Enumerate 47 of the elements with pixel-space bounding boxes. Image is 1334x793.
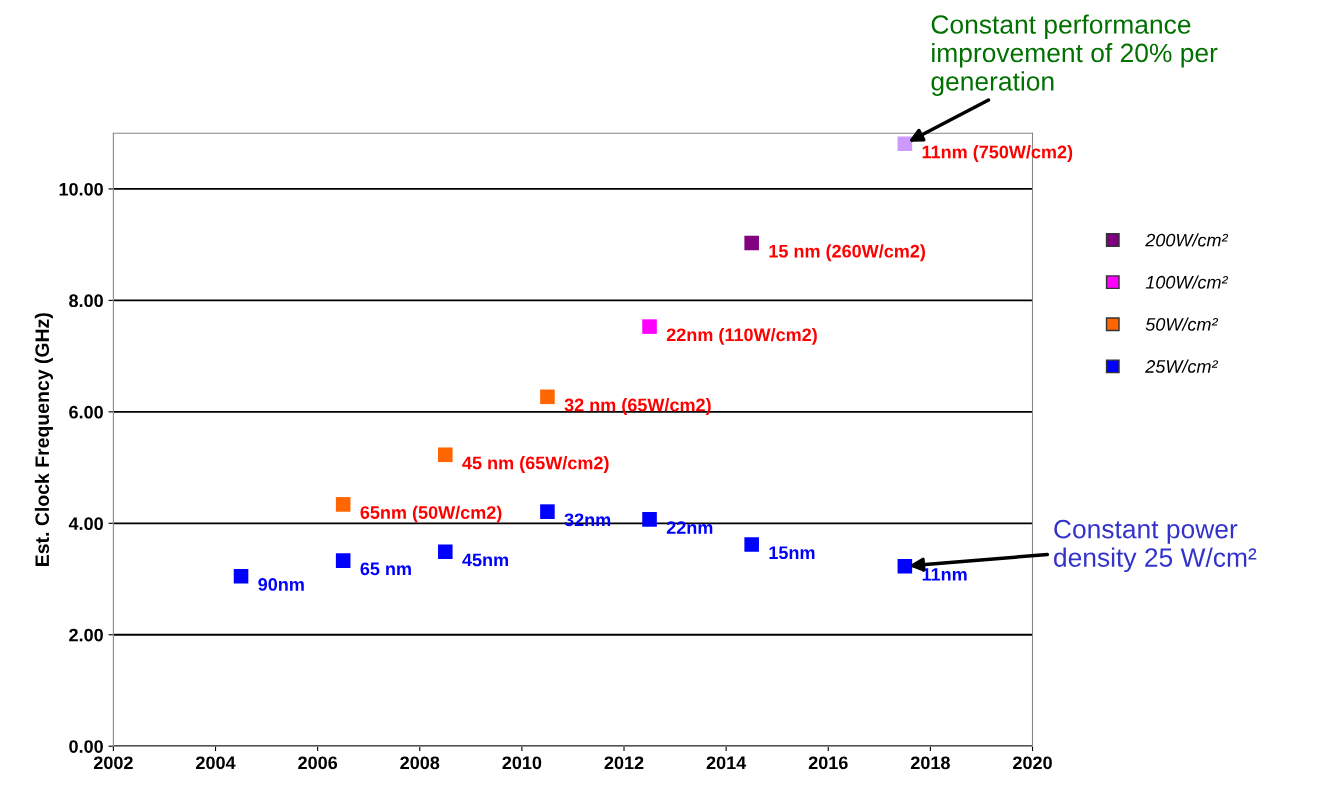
- point: [335, 553, 351, 568]
- annotation: Constant performance improvement of 20% per generation: [931, 14, 1218, 96]
- x-tick-label: 2002: [93, 756, 133, 770]
- annotation: Constant power density 25 W/cm²: [1054, 519, 1257, 573]
- y-axis-title: Est. Clock Frequency (GHz): [34, 313, 53, 566]
- legend-label: 25W/cm²: [1145, 359, 1219, 373]
- legend-label: 50W/cm²: [1145, 317, 1219, 331]
- x-tick-label: 2016: [808, 756, 848, 770]
- point: [744, 235, 759, 251]
- point: [335, 497, 351, 512]
- x-tick-label: 2014: [706, 756, 747, 770]
- y-tick-label: 2.00: [69, 628, 103, 642]
- legend-label: 200W/cm²: [1145, 233, 1229, 247]
- annotation: 45 nm (65W/cm2): [462, 456, 609, 473]
- annotation: 15nm: [769, 546, 815, 560]
- point: [540, 504, 555, 519]
- point: [233, 568, 249, 584]
- point: [744, 537, 759, 552]
- y-tick-label: 0.00: [69, 740, 103, 753]
- point: [642, 319, 657, 334]
- annotation: 11nm (750W/cm2): [922, 145, 1073, 162]
- annotation: 65nm (50W/cm2): [360, 505, 502, 523]
- annotation: 45nm: [462, 553, 509, 567]
- legend-label: 100W/cm²: [1145, 275, 1229, 289]
- y-tick-label: 6.00: [69, 405, 103, 419]
- x-tick-label: 2012: [604, 756, 644, 770]
- annotation: 11nm: [922, 568, 967, 581]
- annotation: 65 nm: [360, 562, 411, 576]
- point: [438, 544, 453, 560]
- y-tick-label: 10.00: [59, 182, 103, 196]
- x-tick-label: 2010: [502, 756, 542, 770]
- x-tick-label: 2020: [1013, 756, 1052, 770]
- point: [642, 512, 657, 527]
- y-tick-label: 8.00: [69, 294, 103, 308]
- x-tick-label: 2018: [910, 756, 950, 770]
- annotation: 90nm: [258, 578, 304, 591]
- point: [897, 558, 913, 574]
- annotation: 22nm: [666, 521, 713, 534]
- x-tick-label: 2004: [196, 756, 236, 770]
- point: [540, 389, 555, 405]
- y-tick-label: 4.00: [68, 517, 103, 531]
- point: [897, 136, 913, 152]
- annotation: 22nm (110W/cm2): [666, 327, 817, 345]
- annotation: 15 nm (260W/cm2): [769, 244, 925, 262]
- x-tick-label: 2008: [400, 756, 440, 770]
- x-tick-label: 2006: [298, 756, 338, 770]
- point: [438, 447, 453, 463]
